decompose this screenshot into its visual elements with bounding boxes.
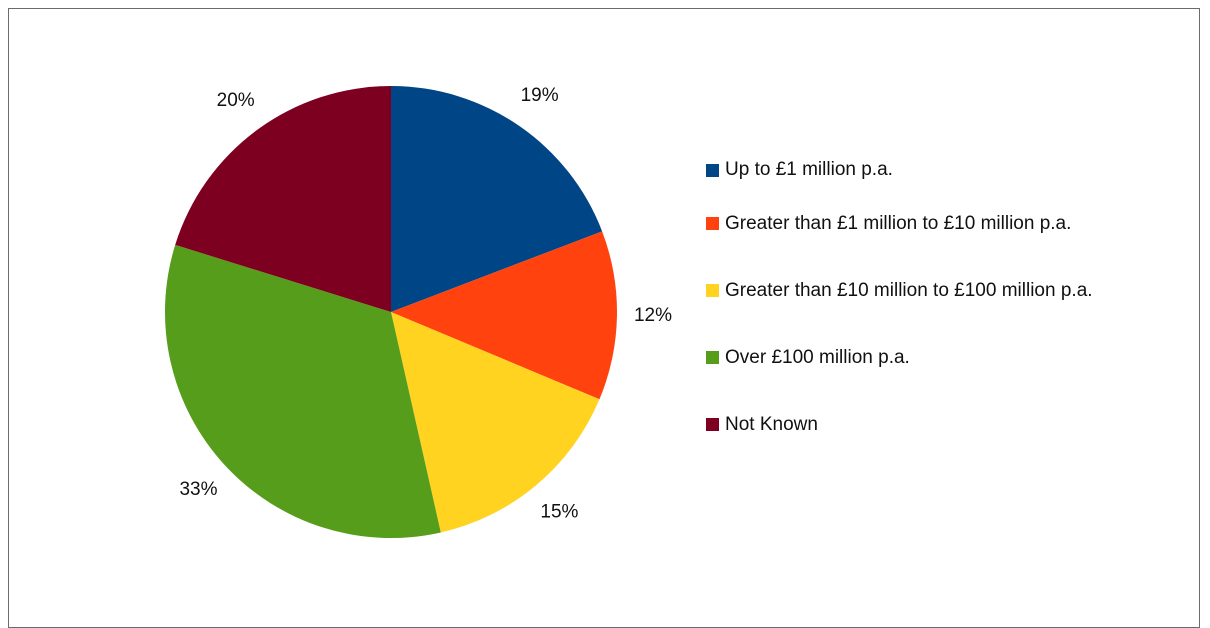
legend: Up to £1 million p.a. Greater than £1 mi… [706, 150, 1093, 458]
legend-label: Not Known [725, 413, 818, 435]
legend-swatch [706, 351, 719, 364]
pie-data-label: 12% [634, 305, 672, 326]
legend-label: Over £100 million p.a. [725, 346, 910, 368]
pie-data-label: 19% [521, 85, 559, 106]
legend-item: Not Known [706, 391, 1093, 458]
pie-slice [391, 86, 603, 312]
pie-data-label: 15% [540, 502, 578, 523]
legend-label: Up to £1 million p.a. [725, 159, 893, 180]
pie-slice [164, 244, 441, 539]
legend-label: Greater than £10 million to £100 million… [725, 279, 1093, 301]
pie-slice [175, 86, 391, 312]
legend-item: Over £100 million p.a. [706, 324, 1093, 391]
legend-item: Greater than £1 million to £10 million p… [706, 190, 1093, 257]
legend-swatch [706, 418, 719, 431]
legend-swatch [706, 163, 719, 177]
legend-swatch [706, 284, 719, 297]
pie-slice [391, 231, 618, 400]
legend-item: Greater than £10 million to £100 million… [706, 257, 1093, 324]
pie-data-label: 20% [217, 90, 255, 111]
pie-slices [164, 86, 618, 539]
pie-data-labels: 19% 12% 15% 33% 20% [179, 85, 672, 523]
pie-data-label: 33% [179, 479, 217, 500]
legend-swatch [706, 217, 719, 230]
pie-slice [391, 312, 600, 533]
legend-item: Up to £1 million p.a. [706, 150, 1093, 190]
legend-label: Greater than £1 million to £10 million p… [725, 212, 1072, 234]
